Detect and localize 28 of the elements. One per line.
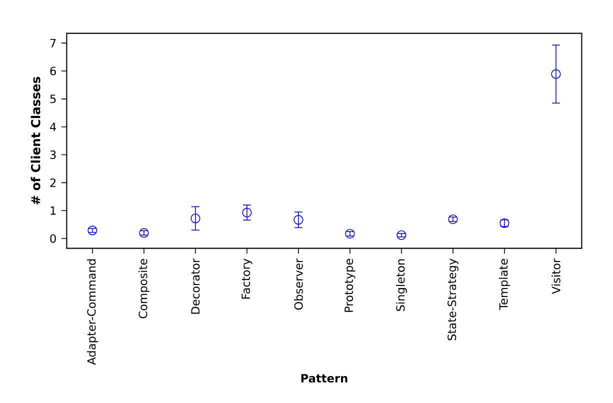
x-tick-label: State-Strategy — [448, 258, 458, 340]
point — [551, 69, 561, 79]
y-tick-label: 4 — [50, 122, 56, 131]
y-tick-label: 6 — [50, 66, 56, 76]
point — [88, 226, 98, 236]
x-tick-label: Singleton — [396, 259, 407, 311]
y-tick-label: 7 — [50, 38, 56, 48]
y-tick-label: 5 — [50, 94, 56, 104]
y-tick-label: 3 — [50, 150, 56, 160]
point — [448, 214, 458, 224]
x-tick-label: Decorator — [191, 258, 200, 314]
point — [294, 215, 304, 225]
y-tick-label: 2 — [50, 178, 56, 187]
x-tick-label: Visitor — [552, 258, 560, 294]
x-axis-title: Pattern — [301, 374, 348, 383]
x-tick-label: Template — [498, 258, 510, 310]
point — [190, 214, 200, 224]
x-tick-label: Observer — [294, 258, 303, 310]
x-tick-label: Composite — [138, 258, 150, 318]
x-tick-label: Factory — [242, 258, 252, 299]
point — [345, 228, 355, 239]
x-tick-label: Adapter-Command — [86, 259, 98, 365]
y-tick-label: 0 — [50, 234, 56, 243]
x-tick-label: Prototype — [344, 258, 356, 312]
point — [242, 208, 252, 218]
y-tick-label: 1 — [50, 206, 56, 215]
y-axis-title: # of Client Classes — [30, 76, 40, 204]
point — [396, 230, 406, 240]
